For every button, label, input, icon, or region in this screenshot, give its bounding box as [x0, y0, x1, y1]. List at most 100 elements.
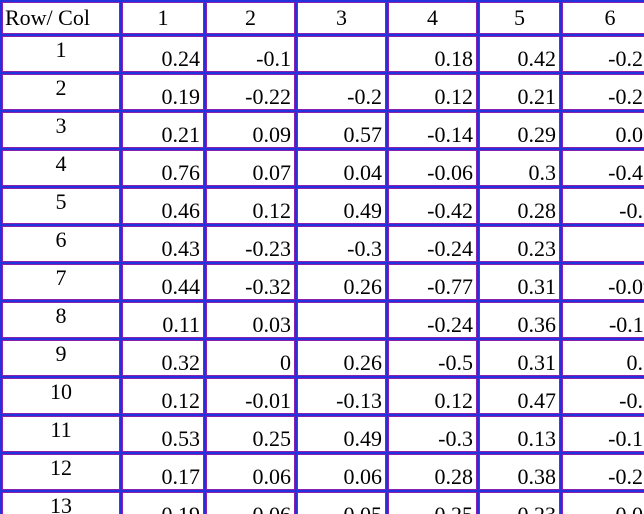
table-row: 80.110.03 -0.240.36-0.11 — [0, 300, 644, 340]
table-cell: 0.23 — [477, 490, 562, 514]
table-cell: 0.01 — [560, 110, 644, 150]
table-cell: 0.26 — [295, 262, 388, 302]
table-cell: 0.57 — [295, 110, 388, 150]
row-header-cell: 9 — [0, 338, 122, 378]
table-cell: 0.25 — [204, 414, 297, 454]
table-cell: -0.77 — [386, 262, 479, 302]
table-cell: 0.3 — [477, 148, 562, 188]
table-cell: 0.49 — [295, 414, 388, 454]
table-cell: 0.07 — [204, 148, 297, 188]
table-cell: -0.01 — [204, 376, 297, 416]
row-header-cell: 8 — [0, 300, 122, 340]
table-cell: 0.76 — [120, 148, 206, 188]
table-cell: -0.23 — [204, 224, 297, 264]
table-cell: 0.04 — [295, 148, 388, 188]
table-cell: -0.12 — [560, 414, 644, 454]
table-cell: 0.13 — [477, 414, 562, 454]
table-cell: 0.18 — [386, 34, 479, 74]
table-cell: 0.11 — [120, 300, 206, 340]
table-cell: 0.44 — [120, 262, 206, 302]
table-cell: -0.3 — [386, 414, 479, 454]
table-cell: 0 — [204, 338, 297, 378]
table-cell: 0.1 — [560, 338, 644, 378]
table-cell: -0.24 — [386, 300, 479, 340]
table-cell: -0.5 — [386, 338, 479, 378]
table-cell: -0.32 — [204, 262, 297, 302]
table-cell — [560, 224, 644, 264]
column-header-cell: 5 — [477, 0, 562, 36]
table-cell: -0.3 — [560, 376, 644, 416]
table-cell: 0.17 — [120, 452, 206, 492]
table-cell: -0.05 — [560, 490, 644, 514]
table-cell: 0.28 — [477, 186, 562, 226]
table-cell: 0.12 — [386, 72, 479, 112]
corner-header-cell: Row/ Col — [0, 0, 122, 36]
table-cell — [295, 300, 388, 340]
table-cell: 0.09 — [204, 110, 297, 150]
table-cell: -0.3 — [295, 224, 388, 264]
table-row: 30.210.090.57-0.140.290.01 — [0, 110, 644, 150]
column-header-cell: 3 — [295, 0, 388, 36]
table-cell: 0.32 — [120, 338, 206, 378]
table-cell: 0.23 — [477, 224, 562, 264]
table-cell: 0.31 — [477, 338, 562, 378]
table-cell: 0.12 — [120, 376, 206, 416]
table-cell: -0.1 — [204, 34, 297, 74]
table-row: 120.170.060.060.280.38-0.23 — [0, 452, 644, 492]
row-header-cell: 6 — [0, 224, 122, 264]
table-row: 20.19-0.22-0.20.120.21-0.26 — [0, 72, 644, 112]
table-cell: 0.19 — [120, 72, 206, 112]
table-row: 6 0.43 -0.23 -0.3 -0.24 0.23 — [0, 224, 644, 264]
table-cell: 0.06 — [295, 452, 388, 492]
table-cell: 0.42 — [477, 34, 562, 74]
table-cell: -0.09 — [560, 262, 644, 302]
table-cell: 0.05 — [295, 490, 388, 514]
table-row: 50.460.120.49-0.420.28-0.3 — [0, 186, 644, 226]
table-cell: -0.14 — [386, 110, 479, 150]
row-header-cell: 4 — [0, 148, 122, 188]
table-cell: -0.06 — [204, 490, 297, 514]
column-header-cell: 2 — [204, 0, 297, 36]
table-cell: 0.12 — [204, 186, 297, 226]
table-cell: 0.46 — [120, 186, 206, 226]
table-cell: -0.26 — [560, 72, 644, 112]
table-cell: -0.25 — [560, 34, 644, 74]
table-row: 40.760.070.04-0.060.3-0.47 — [0, 148, 644, 188]
table-cell: 0.31 — [477, 262, 562, 302]
table-cell: -0.25 — [386, 490, 479, 514]
table-row: 70.44-0.320.26-0.770.31-0.09 — [0, 262, 644, 302]
column-header-cell: 1 — [120, 0, 206, 36]
table-cell: -0.24 — [386, 224, 479, 264]
table-cell: 0.36 — [477, 300, 562, 340]
table-cell: -0.22 — [204, 72, 297, 112]
row-header-cell: 7 — [0, 262, 122, 302]
table-cell: 0.43 — [120, 224, 206, 264]
column-header-cell: 6 — [560, 0, 644, 36]
table-cell: 0.24 — [120, 34, 206, 74]
table-cell: 0.53 — [120, 414, 206, 454]
table-cell: 0.03 — [204, 300, 297, 340]
table-cell — [295, 34, 388, 74]
table-cell: 0.21 — [477, 72, 562, 112]
table-cell: 0.26 — [295, 338, 388, 378]
row-header-cell: 2 — [0, 72, 122, 112]
table-cell: -0.2 — [295, 72, 388, 112]
row-header-cell: 5 — [0, 186, 122, 226]
table-cell: 0.06 — [204, 452, 297, 492]
table-cell: -0.23 — [560, 452, 644, 492]
table-cell: -0.06 — [386, 148, 479, 188]
row-header-cell: 1 — [0, 34, 122, 74]
table-cell: 0.38 — [477, 452, 562, 492]
table-cell: -0.47 — [560, 148, 644, 188]
table-cell: -0.11 — [560, 300, 644, 340]
table-cell: 0.19 — [120, 490, 206, 514]
row-header-cell: 11 — [0, 414, 122, 454]
column-header-cell: 4 — [386, 0, 479, 36]
table-header-row: Row/ Col 1 2 3 4 5 6 — [0, 0, 644, 36]
table-cell: 0.47 — [477, 376, 562, 416]
row-header-cell: 12 — [0, 452, 122, 492]
table-cell: -0.42 — [386, 186, 479, 226]
